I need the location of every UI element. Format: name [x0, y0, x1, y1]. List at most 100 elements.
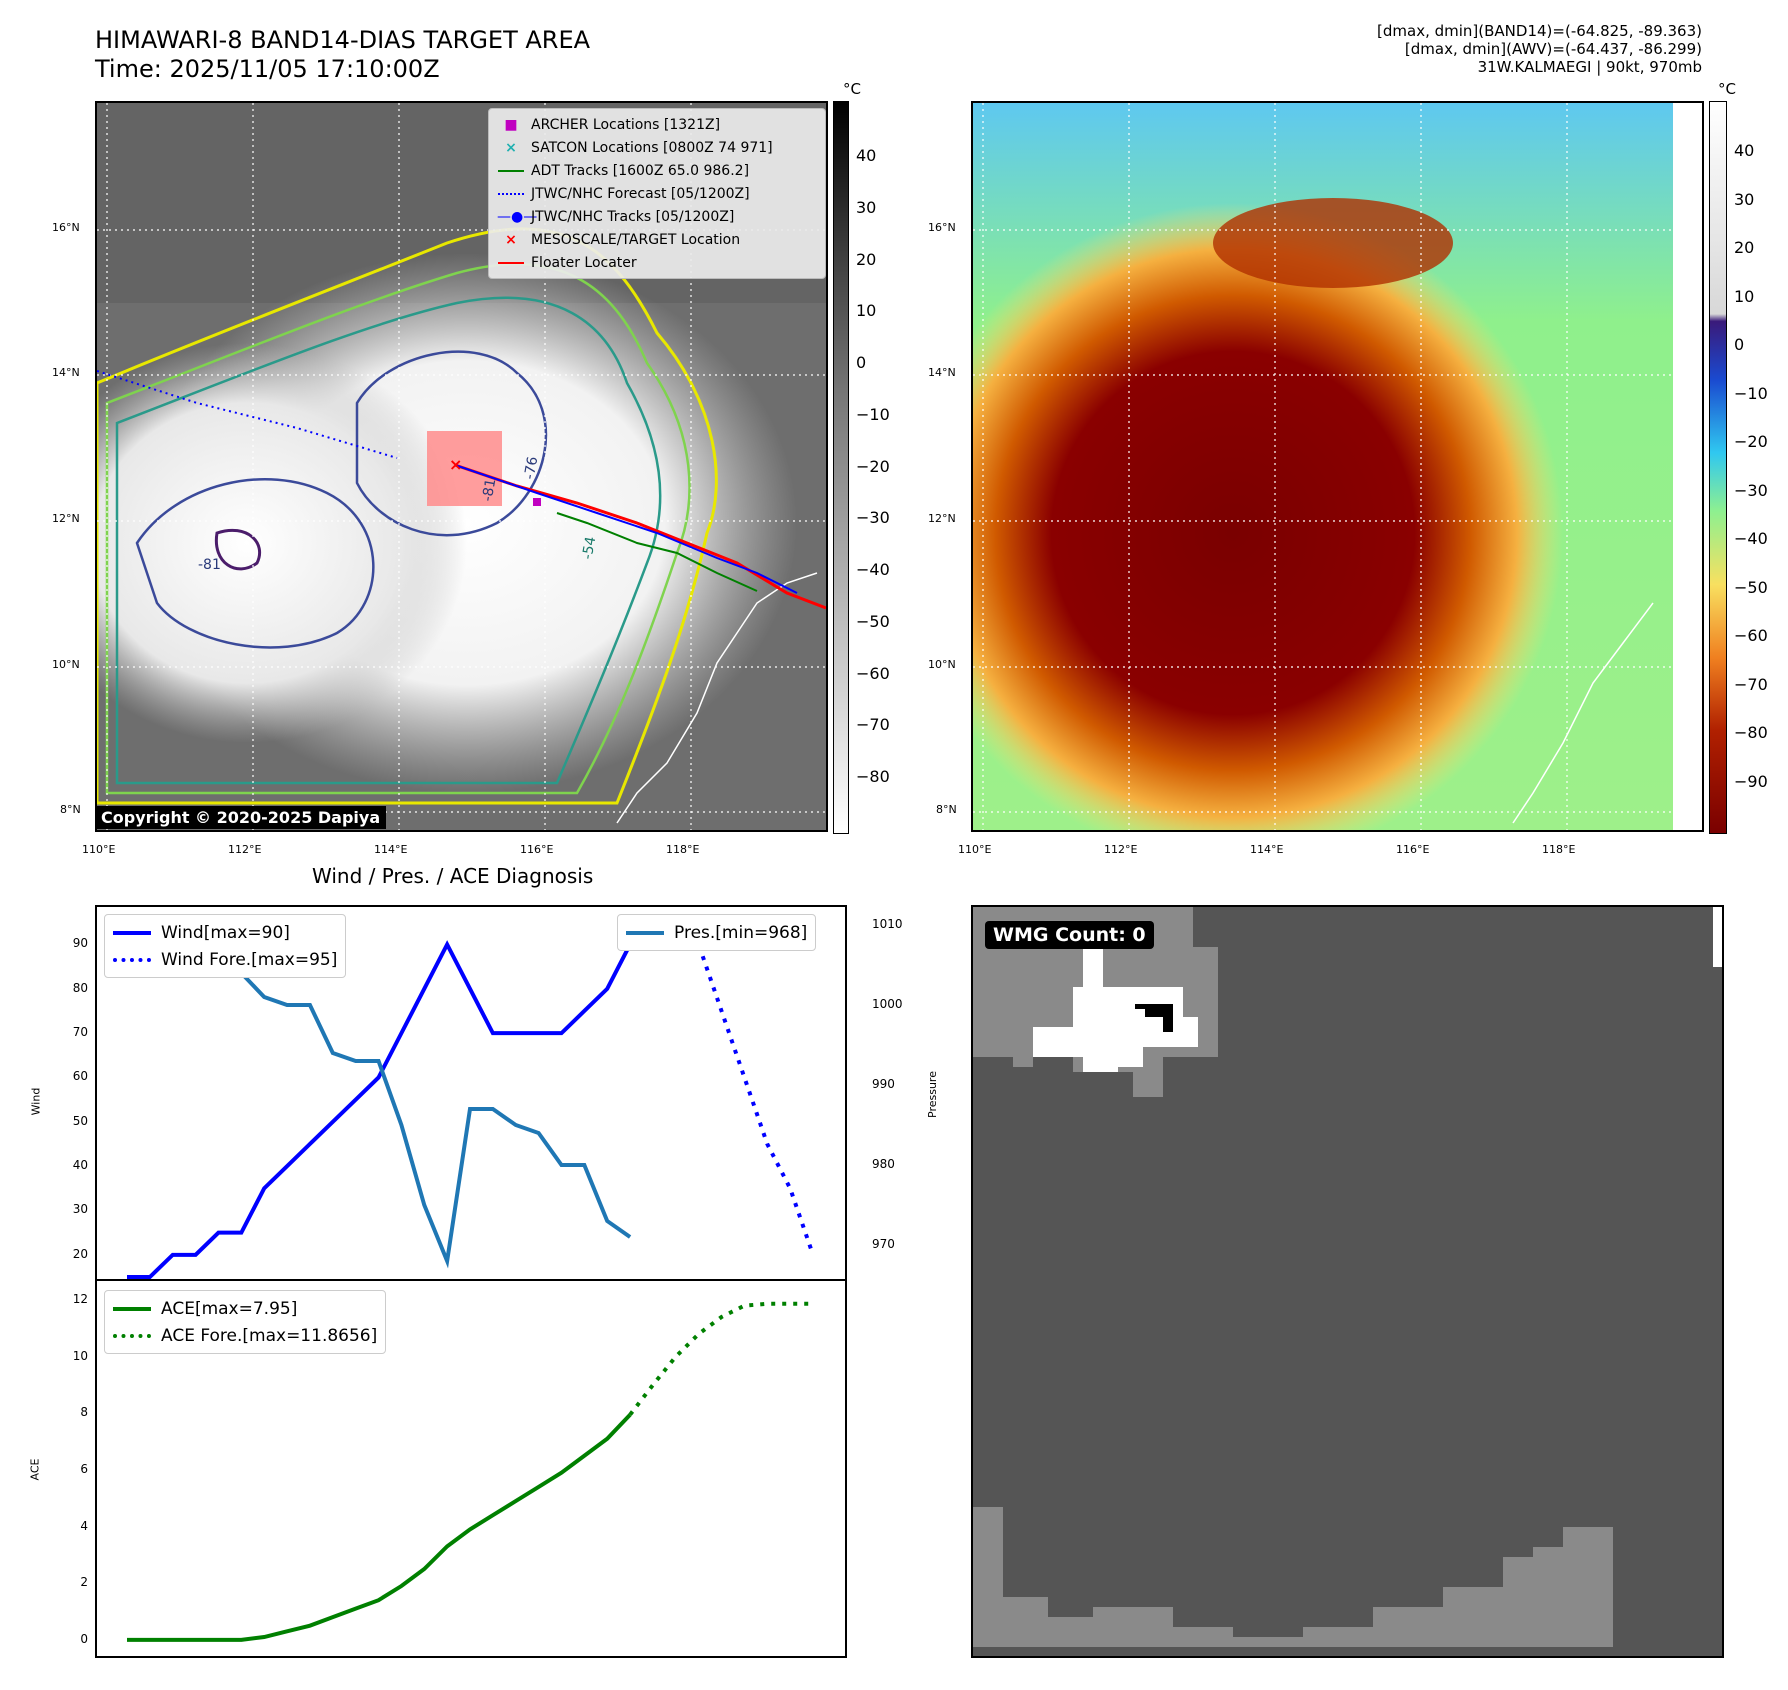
lat-tick: 12°N — [928, 512, 956, 525]
contour-inner-blue — [355, 350, 548, 537]
lon-tick: 110°E — [958, 843, 992, 856]
contour-teal — [115, 296, 662, 785]
lat-tick: 12°N — [52, 512, 80, 525]
contour-label: -81 — [198, 557, 221, 573]
dotted-line-icon — [113, 1333, 151, 1338]
lon-tick: 112°E — [228, 843, 262, 856]
pressure-legend: Pres.[min=968] — [617, 914, 817, 951]
wind-tick: 80 — [72, 980, 88, 995]
legend-item: Pres.[min=968] — [626, 919, 807, 946]
colorbar-tick: −50 — [1734, 577, 1768, 597]
wind-line — [127, 940, 632, 1279]
ace-plot — [127, 1301, 813, 1642]
awv-gridlines — [973, 103, 1702, 830]
pressure-ylabel: Pressure — [925, 1071, 939, 1118]
diagnosis-frame — [95, 905, 847, 1658]
ace-tick: 8 — [80, 1405, 88, 1420]
ace-tick: 6 — [80, 1461, 88, 1476]
wmg-region-black — [1135, 1004, 1173, 1032]
ace-tick: 2 — [80, 1575, 88, 1590]
info-band14: [dmax, dmin](BAND14)=(-64.825, -89.363) — [1377, 22, 1702, 40]
lat-tick: 14°N — [52, 366, 80, 379]
pressure-tick: 1010 — [872, 917, 903, 931]
map-legend: ■ ARCHER Locations [1321Z] × SATCON Locati… — [488, 108, 826, 279]
ace-tick: 0 — [80, 1631, 88, 1646]
archer-marker — [533, 498, 541, 506]
wind-tick: 50 — [72, 1113, 88, 1128]
legend-item: × MESOSCALE/TARGET Location — [497, 228, 817, 251]
contour-purple — [214, 528, 262, 571]
lat-tick: 14°N — [928, 366, 956, 379]
colorbar-tick: −90 — [1734, 772, 1768, 791]
colorbar-tick: −30 — [1734, 480, 1768, 500]
awv-map-panel — [971, 101, 1704, 832]
lon-tick: 112°E — [1104, 843, 1138, 856]
wind-tick: 20 — [72, 1246, 88, 1261]
colorbar-tick: 10 — [1734, 286, 1755, 306]
ace-line — [127, 1413, 632, 1642]
lat-tick: 16°N — [52, 221, 80, 234]
wmg-nodata — [1713, 907, 1722, 967]
x-icon: × — [505, 139, 517, 156]
lon-tick: 114°E — [374, 843, 408, 856]
line-icon — [113, 930, 151, 935]
wind-tick: 90 — [72, 936, 88, 951]
colorbar-unit: °C — [1718, 80, 1736, 98]
lat-tick: 10°N — [52, 658, 80, 671]
contour-yellow — [97, 227, 718, 805]
colorbar-tick: 20 — [856, 249, 877, 269]
figure-title: HIMAWARI-8 BAND14-DIAS TARGET AREA Time:… — [95, 26, 590, 84]
wmg-region-white — [1033, 947, 1198, 1072]
x-icon: × — [505, 231, 517, 248]
info-storm: 31W.KALMAEGI | 90kt, 970mb — [1477, 58, 1702, 76]
legend-item: ACE Fore.[max=11.8656] — [113, 1322, 377, 1349]
awv-coastline — [1512, 602, 1654, 824]
wind-tick: 70 — [72, 1025, 88, 1040]
ace-tick: 4 — [80, 1518, 88, 1533]
colorbar-tick: 0 — [1734, 335, 1745, 355]
lat-tick: 16°N — [928, 221, 956, 234]
wind-tick: 30 — [72, 1202, 88, 1217]
wind-tick: 60 — [72, 1069, 88, 1084]
colorbar-tick: 40 — [856, 146, 877, 165]
copyright: Copyright © 2020-2025 Dapiya — [95, 806, 387, 829]
forecast-track — [97, 370, 398, 459]
pressure-tick: 990 — [872, 1077, 895, 1091]
colorbar-left — [833, 101, 849, 834]
ace-tick: 12 — [72, 1291, 88, 1306]
ace-forecast-line — [628, 1301, 813, 1416]
wmg-count-badge: WMG Count: 0 — [985, 921, 1154, 949]
diagnosis-title: Wind / Pres. / ACE Diagnosis — [312, 864, 594, 888]
lon-tick: 116°E — [1396, 843, 1430, 856]
lon-tick: 118°E — [666, 843, 700, 856]
legend-item: —●— JTWC/NHC Tracks [05/1200Z] — [497, 208, 735, 225]
pressure-tick: 980 — [872, 1157, 895, 1171]
colorbar-tick: 30 — [856, 197, 877, 217]
wind-forecast-line — [628, 920, 815, 1256]
colorbar-tick: −70 — [856, 715, 890, 735]
legend-item: ACE[max=7.95] — [113, 1295, 377, 1322]
wind-tick: 40 — [72, 1158, 88, 1173]
awv-band — [1213, 198, 1453, 288]
colorbar-unit: °C — [843, 80, 861, 98]
pressure-tick: 970 — [872, 1237, 895, 1251]
colorbar-tick: −70 — [1734, 674, 1768, 694]
pressure-tick: 1000 — [872, 997, 903, 1011]
lon-tick: 118°E — [1542, 843, 1576, 856]
awv-map — [973, 103, 1702, 830]
colorbar-right — [1709, 101, 1727, 834]
square-icon: ■ — [504, 116, 518, 133]
mesoscale-marker: × — [449, 455, 462, 474]
title-time: Time: 2025/11/05 17:10:00Z — [95, 55, 440, 83]
awv-storm — [973, 203, 1563, 830]
title-satellite: HIMAWARI-8 BAND14-DIAS TARGET AREA — [95, 26, 591, 54]
ace-legend: ACE[max=7.95] ACE Fore.[max=11.8656] — [104, 1290, 387, 1354]
awv-nodata — [1673, 103, 1702, 830]
colorbar-tick: −60 — [856, 663, 890, 683]
colorbar-tick: −30 — [856, 508, 890, 528]
lon-tick: 114°E — [1250, 843, 1284, 856]
line-icon — [497, 163, 525, 179]
line-icon — [113, 1306, 151, 1311]
colorbar-tick: 10 — [856, 301, 877, 321]
colorbar-tick: −10 — [856, 404, 890, 424]
